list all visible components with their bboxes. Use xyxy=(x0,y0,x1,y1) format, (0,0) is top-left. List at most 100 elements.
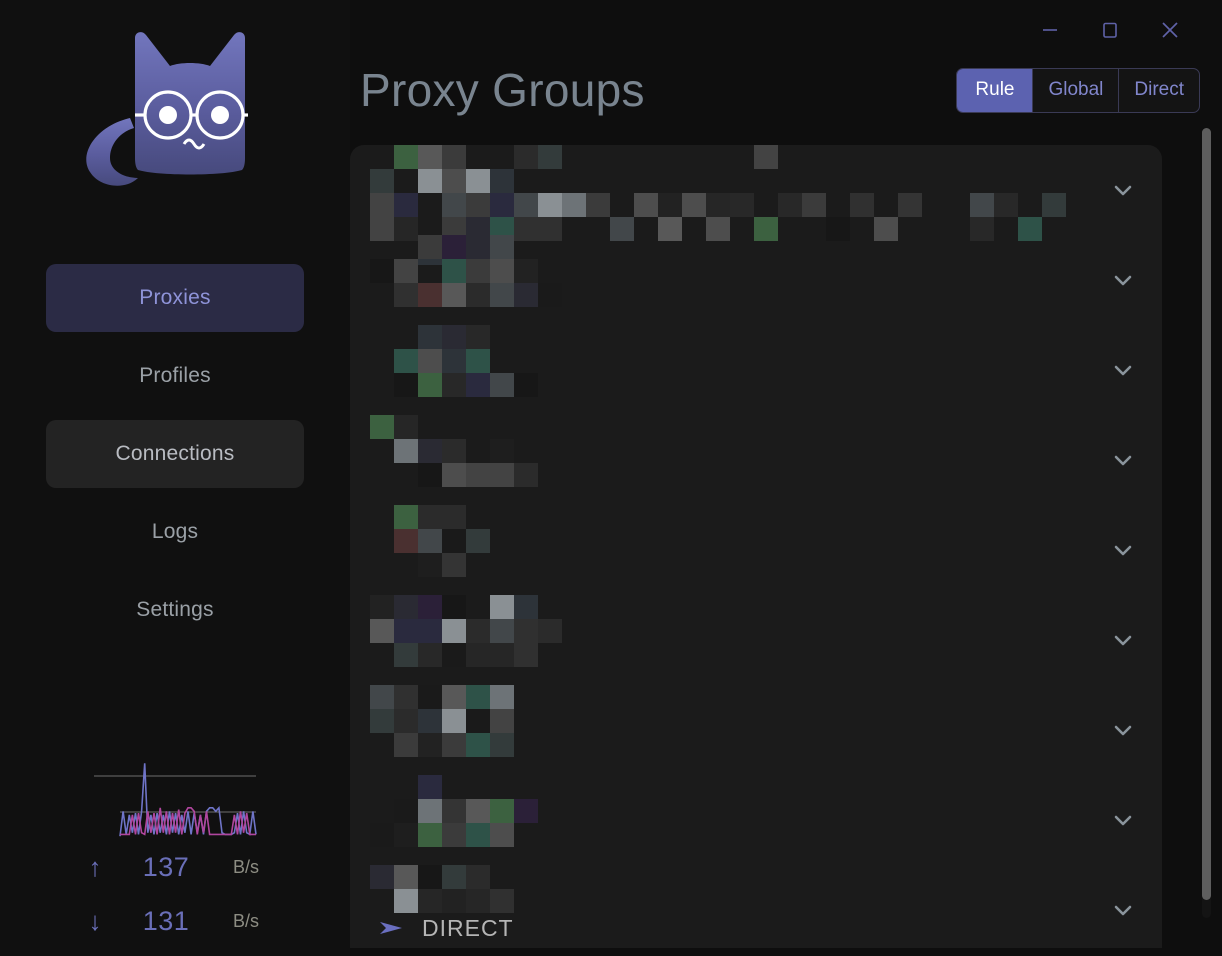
proxy-group-row[interactable] xyxy=(350,415,1162,505)
proxy-group-row[interactable] xyxy=(350,595,1162,685)
proxy-group-row[interactable] xyxy=(350,685,1162,775)
app-logo xyxy=(0,0,350,228)
redaction-block xyxy=(490,373,514,397)
minimize-button[interactable] xyxy=(1020,8,1080,52)
redaction-block xyxy=(826,217,850,241)
redaction-block xyxy=(466,889,490,913)
traffic-upload-row: ↑ 137 B/s xyxy=(75,840,275,894)
redaction-block xyxy=(442,709,466,733)
mode-button-global[interactable]: Global xyxy=(1033,68,1120,112)
redaction-block xyxy=(442,259,466,283)
chevron-down-icon[interactable] xyxy=(1110,447,1136,473)
redaction-block xyxy=(538,619,562,643)
proxy-groups-list[interactable]: DIRECT xyxy=(350,145,1162,948)
redaction-block xyxy=(898,193,922,217)
redaction-block xyxy=(394,595,418,619)
mode-button-direct[interactable]: Direct xyxy=(1134,79,1184,100)
redaction-block xyxy=(562,193,586,217)
redaction-block xyxy=(394,619,418,643)
scrollbar-thumb[interactable] xyxy=(1202,128,1211,900)
redaction-block xyxy=(466,169,490,193)
redaction-block xyxy=(490,169,514,193)
redaction-block xyxy=(970,193,994,217)
redaction-block xyxy=(442,439,466,463)
redaction-block xyxy=(370,415,394,439)
redaction-block xyxy=(394,373,418,397)
proxy-group-row[interactable] xyxy=(350,235,1162,325)
redaction-block xyxy=(418,823,442,847)
redaction-block xyxy=(442,193,466,217)
proxy-group-row[interactable] xyxy=(350,145,1162,265)
page-title: Proxy Groups xyxy=(360,64,645,116)
redaction-block xyxy=(418,325,442,349)
redaction-block xyxy=(658,217,682,241)
sidebar-item-logs[interactable]: Logs xyxy=(46,498,304,566)
main-area: Proxy Groups Rule Global Direct DIRECT xyxy=(350,0,1222,956)
chevron-down-icon[interactable] xyxy=(1110,807,1136,833)
chevron-down-icon[interactable] xyxy=(1110,537,1136,563)
redaction-block xyxy=(466,619,490,643)
sidebar-item-label: Settings xyxy=(136,598,214,621)
redaction-block xyxy=(370,619,394,643)
chevron-down-icon[interactable] xyxy=(1110,627,1136,653)
redaction-block xyxy=(802,193,826,217)
arrow-up-icon: ↑ xyxy=(88,852,102,882)
redaction-block xyxy=(514,193,538,217)
maximize-icon xyxy=(1103,22,1117,38)
redaction-block xyxy=(490,259,514,283)
sidebar-item-profiles[interactable]: Profiles xyxy=(46,342,304,410)
chevron-down-icon[interactable] xyxy=(1110,177,1136,203)
redaction-block xyxy=(466,373,490,397)
redaction-block xyxy=(466,283,490,307)
redaction-block xyxy=(514,145,538,169)
redaction-block xyxy=(466,235,490,259)
close-icon xyxy=(1162,22,1178,38)
redaction-block xyxy=(754,145,778,169)
redaction-block xyxy=(418,595,442,619)
redacted-group-name xyxy=(370,775,1130,857)
sidebar-item-connections[interactable]: Connections xyxy=(46,420,304,488)
sidebar-item-proxies[interactable]: Proxies xyxy=(46,264,304,332)
redaction-block xyxy=(466,643,490,667)
sidebar: Proxies Profiles Connections Logs Settin… xyxy=(0,0,350,956)
close-button[interactable] xyxy=(1140,8,1200,52)
redaction-block xyxy=(418,709,442,733)
redaction-block xyxy=(442,685,466,709)
redaction-block xyxy=(466,259,490,283)
redaction-block xyxy=(394,685,418,709)
sidebar-item-settings[interactable]: Settings xyxy=(46,576,304,644)
redaction-block xyxy=(370,595,394,619)
redaction-block xyxy=(490,733,514,757)
redaction-block xyxy=(394,145,418,169)
redaction-block xyxy=(514,373,538,397)
redaction-block xyxy=(466,529,490,553)
maximize-button[interactable] xyxy=(1080,8,1140,52)
proxy-group-row[interactable] xyxy=(350,505,1162,595)
redaction-block xyxy=(370,259,394,283)
minimize-icon xyxy=(1043,29,1057,31)
chevron-down-icon[interactable] xyxy=(1110,267,1136,293)
proxy-group-row[interactable] xyxy=(350,325,1162,415)
redaction-block xyxy=(418,865,442,889)
redacted-group-name xyxy=(370,685,1130,767)
upload-speed-unit: B/s xyxy=(232,856,259,877)
redaction-block xyxy=(490,799,514,823)
redaction-block xyxy=(490,619,514,643)
vertical-scrollbar[interactable] xyxy=(1202,128,1211,918)
proxy-group-row[interactable] xyxy=(350,865,1162,948)
redaction-block xyxy=(466,865,490,889)
mode-button-rule[interactable]: Rule xyxy=(957,68,1034,112)
redaction-block xyxy=(370,685,394,709)
proxy-group-row[interactable] xyxy=(350,775,1162,865)
redaction-block xyxy=(490,889,514,913)
chevron-down-icon[interactable] xyxy=(1110,357,1136,383)
redaction-block xyxy=(490,595,514,619)
redaction-block xyxy=(442,349,466,373)
redaction-block xyxy=(442,799,466,823)
chevron-down-icon[interactable] xyxy=(1110,717,1136,743)
traffic-sparkline-chart xyxy=(94,763,257,837)
redaction-block xyxy=(394,283,418,307)
chevron-down-icon[interactable] xyxy=(1110,897,1136,923)
redaction-block xyxy=(394,823,418,847)
redaction-block xyxy=(418,145,442,169)
